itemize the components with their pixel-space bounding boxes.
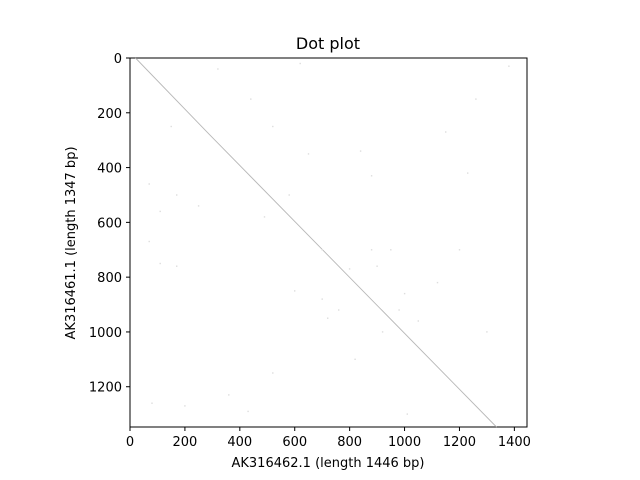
scatter-dot [299,62,301,65]
scatter-dot [376,265,378,267]
scatter-dot [321,298,323,300]
x-axis-label: AK316462.1 (length 1446 bp) [231,456,424,471]
scatter-dot [370,249,373,251]
x-tick-label: 400 [227,435,252,450]
scatter-dot [176,265,178,267]
scatter-dot [159,262,161,265]
x-tick-label: 1200 [443,435,476,450]
scatter-dot [170,125,172,128]
x-tick-label: 1400 [498,435,531,450]
scatter-dot [247,410,249,413]
x-tick-label: 200 [172,435,197,450]
x-tick-label: 600 [282,435,307,450]
plot-frame [129,57,528,428]
scatter-dot [327,317,329,319]
scatter-dot [398,309,400,311]
x-axis: 0 200 400 600 800 1000 1200 1400 [126,427,531,450]
x-tick-label: 0 [126,435,134,450]
scatter-dot [217,68,219,70]
y-tick-label: 1200 [89,381,122,396]
scatter-dot [321,249,323,251]
scatter-dot [159,210,161,213]
scatter-dot [467,172,469,174]
y-tick-label: 0 [114,52,122,67]
scatter-dot [370,175,373,177]
scatter-dot [272,125,274,128]
scatter-dot [184,405,186,407]
scatter-dot [475,98,477,100]
scatter-dot [359,150,362,152]
scatter-dot [390,249,392,251]
y-axis: 0 200 400 600 800 1000 1200 [89,52,130,396]
scatter-dot [272,372,274,374]
x-tick-label: 1000 [388,435,421,450]
scatter-dot [228,394,230,396]
plot-area [129,57,528,428]
scatter-dot [263,216,266,218]
y-tick-label: 400 [97,162,122,177]
x-tick-label: 800 [337,435,362,450]
y-tick-label: 600 [97,216,122,231]
scatter-dot [307,153,310,155]
scatter-dot [338,309,340,311]
scatter-dot [148,240,150,243]
scatter-dot [381,331,384,333]
scatter-dot [403,292,406,295]
data-marks [135,57,510,428]
y-tick-label: 800 [97,271,122,286]
scatter-dot [417,320,419,322]
scatter-dot [406,413,408,415]
scatter-dot [486,331,488,333]
chart-title: Dot plot [296,34,360,53]
y-tick-label: 1000 [89,326,122,341]
scatter-dot [197,205,200,207]
scatter-dot [436,281,439,284]
scatter-dot [294,290,296,292]
y-axis-label: AK316461.1 (length 1347 bp) [64,146,79,339]
scatter-dot [288,194,290,196]
scatter-dot [148,183,150,185]
scatter-dot [354,358,356,360]
scatter-dot [445,131,447,133]
scatter-dot [458,249,461,251]
scatter-dot [508,65,510,67]
y-tick-label: 200 [97,107,122,122]
scatter-dot [250,98,252,100]
scatter-dot [348,268,351,270]
diagonal-match-line [135,57,497,428]
scatter-dot [151,402,153,404]
scatter-dot [176,194,178,196]
